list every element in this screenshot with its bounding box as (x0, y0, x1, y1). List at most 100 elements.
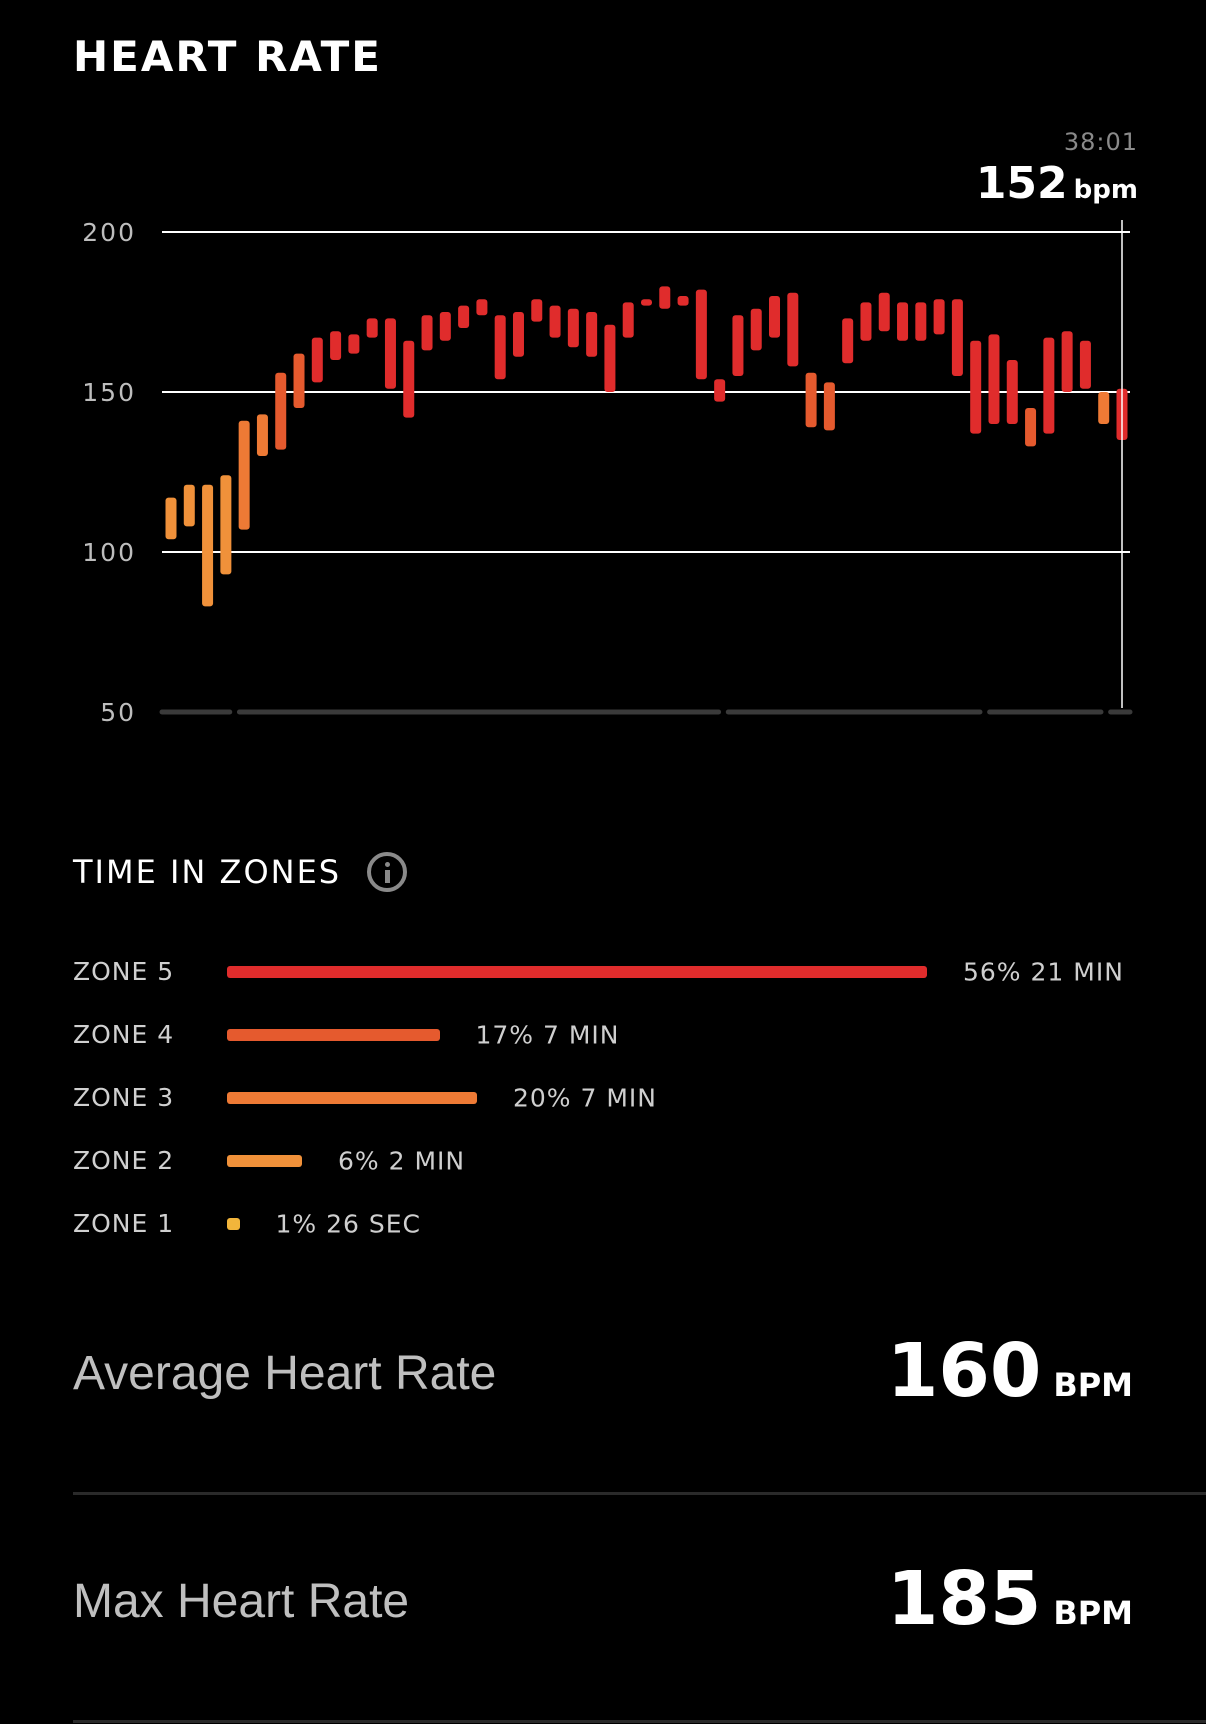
zone-row-2: ZONE 2 6% 2 MIN (73, 1129, 1133, 1192)
hr-range-bar (421, 315, 433, 351)
hr-range-bar (586, 312, 598, 357)
average-heart-rate-value: 160 BPM (887, 1328, 1133, 1414)
hr-range-bar (330, 331, 342, 360)
divider (73, 1720, 1206, 1723)
hr-range-bar (988, 334, 1000, 424)
hr-range-bar (512, 312, 524, 357)
hr-range-bar (1061, 331, 1073, 392)
zone-label: ZONE 3 (73, 1083, 175, 1112)
cursor-time: 38:01 (1063, 128, 1138, 156)
heart-rate-chart[interactable]: 200 150 100 50 (0, 200, 1206, 740)
zone-row-5: ZONE 5 56% 21 MIN (73, 940, 1133, 1003)
zone-value-text: 1% 26 SEC (275, 1209, 421, 1238)
hr-range-bar (1043, 337, 1055, 434)
zone-bar (227, 1028, 440, 1041)
y-tick-label: 200 (82, 218, 136, 247)
zone-value-text: 20% 7 MIN (513, 1083, 658, 1112)
zone-value-text: 56% 21 MIN (963, 957, 1124, 986)
hr-range-bar (165, 497, 177, 540)
hr-range-bar (1079, 340, 1091, 389)
hr-range-bar (458, 305, 470, 328)
max-heart-rate-label: Max Heart Rate (73, 1575, 410, 1628)
hr-range-bar (403, 340, 415, 418)
hr-range-bar (750, 308, 762, 351)
hr-range-bar (878, 292, 890, 332)
hr-range-bar (348, 334, 360, 354)
zone-label: ZONE 1 (73, 1209, 175, 1238)
hr-range-bar (311, 337, 323, 383)
zones-list: ZONE 5 56% 21 MIN ZONE 4 17% 7 MIN ZONE … (73, 940, 1133, 1255)
hr-range-bar (439, 312, 451, 341)
hr-range-bar (769, 296, 781, 338)
hr-range-bar (897, 302, 909, 341)
hr-range-bar (366, 318, 378, 338)
zone-bar (227, 965, 927, 978)
hr-range-bar (220, 475, 232, 575)
average-heart-rate-row: Average Heart Rate 160 BPM (73, 1320, 1133, 1440)
zone-value-text: 17% 7 MIN (475, 1020, 620, 1049)
zone-bar (227, 1154, 302, 1167)
average-heart-rate-unit: BPM (1053, 1366, 1133, 1404)
hr-range-bar (202, 484, 214, 607)
hr-range-bar (714, 379, 726, 402)
y-tick-label: 150 (82, 378, 136, 407)
hr-range-bar (275, 372, 287, 450)
max-heart-rate-number: 185 (886, 1556, 1042, 1642)
hr-range-bar (641, 299, 652, 306)
zone-row-3: ZONE 3 20% 7 MIN (73, 1066, 1133, 1129)
hr-range-bar (384, 318, 396, 389)
hr-range-bar (531, 299, 543, 322)
y-tick-label: 50 (100, 698, 136, 727)
max-heart-rate-unit: BPM (1053, 1594, 1133, 1632)
hr-range-bar (787, 292, 799, 367)
hr-range-bar (933, 299, 945, 335)
hr-range-bar (604, 324, 616, 392)
zone-track: 6% 2 MIN (227, 1146, 927, 1175)
average-heart-rate-number: 160 (886, 1328, 1042, 1414)
hr-range-bar (805, 372, 817, 428)
hr-range-bar (622, 302, 634, 338)
hr-range-bar (238, 420, 250, 530)
zone-label: ZONE 5 (73, 957, 175, 986)
hr-range-bar (567, 308, 579, 348)
max-heart-rate-row: Max Heart Rate 185 BPM (73, 1548, 1133, 1668)
hr-range-bar (494, 315, 506, 380)
hr-range-bar (842, 318, 854, 364)
zone-label: ZONE 2 (73, 1146, 175, 1175)
page-title: HEART RATE (73, 32, 382, 81)
hr-range-bar (476, 299, 488, 316)
average-heart-rate-label: Average Heart Rate (73, 1347, 497, 1400)
hr-range-bar (860, 302, 872, 341)
zone-row-4: ZONE 4 17% 7 MIN (73, 1003, 1133, 1066)
zone-bar (227, 1091, 477, 1104)
cursor-bpm-unit: bpm (1073, 175, 1138, 205)
zones-title-text: TIME IN ZONES (73, 853, 342, 891)
zone-track: 1% 26 SEC (227, 1209, 927, 1238)
zone-row-1: ZONE 1 1% 26 SEC (73, 1192, 1133, 1255)
zone-value-text: 6% 2 MIN (338, 1146, 466, 1175)
hr-range-bar (732, 315, 744, 376)
zone-track: 20% 7 MIN (227, 1083, 927, 1112)
y-tick-label: 100 (82, 538, 136, 567)
hr-range-bar (1025, 408, 1037, 447)
cursor-value: 152 bpm (976, 158, 1138, 209)
zone-label: ZONE 4 (73, 1020, 175, 1049)
hr-range-bar (256, 414, 268, 456)
zone-track: 56% 21 MIN (227, 957, 1123, 986)
hr-range-bar (1098, 392, 1110, 424)
hr-range-bar (183, 484, 195, 527)
zone-track: 17% 7 MIN (227, 1020, 927, 1049)
hr-range-bar (915, 302, 927, 341)
hr-range-bar (677, 296, 689, 306)
hr-range-bar (823, 382, 835, 431)
info-icon[interactable] (367, 852, 408, 892)
divider (73, 1492, 1206, 1495)
zones-section-title: TIME IN ZONES (73, 852, 408, 892)
hr-range-bar (951, 299, 963, 376)
max-heart-rate-value: 185 BPM (887, 1556, 1133, 1642)
hr-range-bar (549, 305, 561, 338)
hr-range-bar (1006, 360, 1018, 424)
hr-range-bar (293, 353, 305, 408)
hr-range-bar (695, 289, 707, 380)
cursor-bpm-value: 152 (975, 158, 1068, 209)
